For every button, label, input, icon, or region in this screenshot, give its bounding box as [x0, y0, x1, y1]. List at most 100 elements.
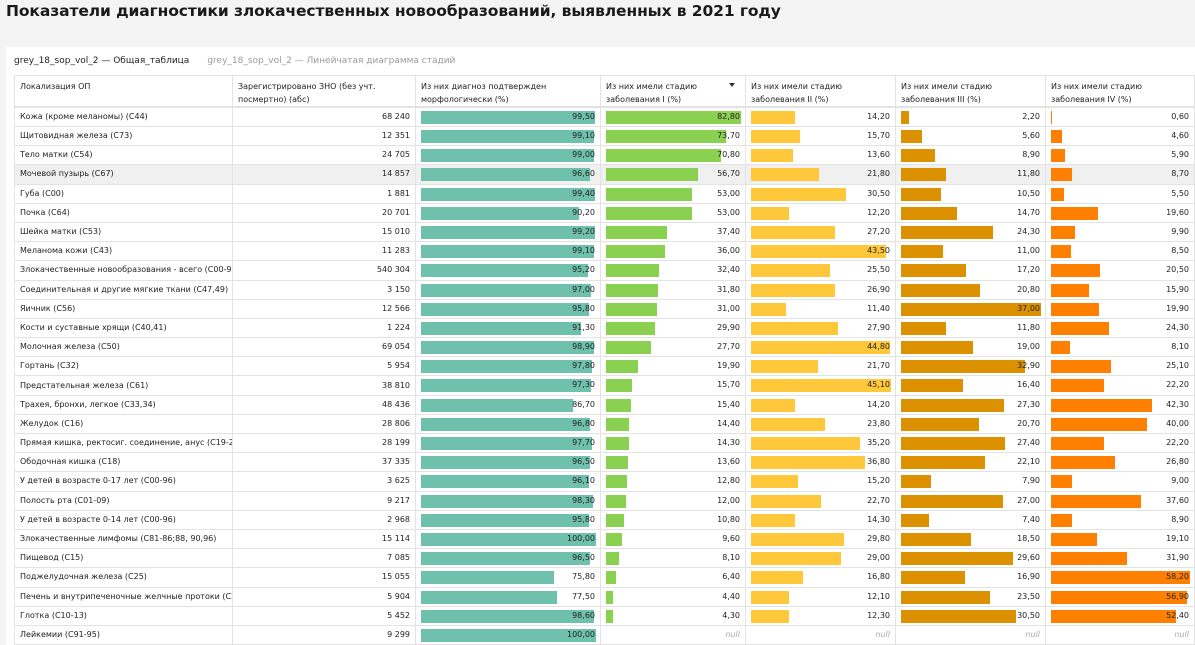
cell-stage-3: 14,70 [895, 202, 1046, 223]
bar-stage-4 [1051, 168, 1072, 182]
table-row[interactable]: Мочевой пузырь (С67) 14 857 96,60 56,70 21,8… [14, 164, 1195, 185]
data-table: Локализация ОП Зарегистрировано ЗНО (без… [14, 75, 1195, 645]
cell-morphology: 95,80 [415, 298, 601, 319]
column-header-stage-2[interactable]: Из них имели стадию заболевания II (%) [745, 75, 896, 108]
column-header-stage-1[interactable]: Из них имели стадию заболевания I (%) [600, 75, 746, 108]
table-row[interactable]: Шейка матки (С53) 15 010 99,20 37,40 27,20 24… [14, 221, 1195, 243]
table-row[interactable]: Злокачественные новообразования - всего … [14, 260, 1195, 281]
cell-registered: 2 968 [232, 509, 416, 530]
column-header-stage-4[interactable]: Из них имели стадию заболевания IV (%) [1045, 75, 1195, 108]
table-row[interactable]: Яичник (С56) 12 566 95,80 31,00 11,40 37,00 19… [14, 298, 1195, 319]
bar-value: 26,90 [867, 284, 890, 294]
bar-value: 53,00 [717, 207, 740, 217]
bar-value: 23,50 [1017, 591, 1040, 601]
cell-morphology: 96,60 [415, 164, 601, 185]
cell-stage-4: 19,10 [1045, 528, 1195, 550]
table-row[interactable]: Прямая кишка, ректосиг. соединение, анус… [14, 432, 1195, 454]
bar-value: 100,00 [567, 533, 595, 543]
column-header-stage-3[interactable]: Из них имели стадию заболевания III (%) [895, 75, 1046, 108]
table-row[interactable]: Меланома кожи (С43) 11 283 99,10 36,00 43,50… [14, 241, 1195, 262]
bar-stage-3 [901, 245, 943, 259]
bar-value: 12,20 [867, 207, 890, 217]
bar-value: 14,70 [1017, 207, 1040, 217]
cell-location: Меланома кожи (С43) [14, 241, 233, 262]
cell-stage-3: 16,90 [895, 567, 1046, 588]
table-row[interactable]: Щитовидная железа (С73) 12 351 99,10 73,70 1… [14, 125, 1195, 147]
cell-stage-1: 19,90 [600, 356, 746, 377]
bar-morphology [421, 206, 579, 220]
cell-stage-1: 4,40 [600, 586, 746, 607]
bar-stage-3 [901, 590, 990, 604]
table-row[interactable]: Печень и внутрипеченочные желчные проток… [14, 586, 1195, 607]
bar-morphology [421, 225, 595, 239]
cell-morphology: 97,80 [415, 356, 601, 377]
bar-stage-1 [606, 264, 659, 278]
table-row[interactable]: Гортань (С32) 5 954 97,80 19,90 21,70 32,90 25… [14, 356, 1195, 377]
bar-stage-1 [606, 552, 620, 566]
cell-stage-4: 8,10 [1045, 337, 1195, 358]
bar-stage-3 [901, 417, 980, 431]
bar-stage-2 [751, 417, 825, 431]
bar-value: 91,30 [572, 322, 595, 332]
table-row[interactable]: Предстательная железа (С61) 38 810 97,30 15… [14, 375, 1195, 396]
null-value: null [1025, 629, 1040, 639]
column-header-morphology[interactable]: Из них диагноз подтвержден морфологическ… [415, 75, 601, 108]
table-row[interactable]: Соединительная и другие мягкие ткани (С4… [14, 279, 1195, 300]
bar-value: 30,50 [1017, 610, 1040, 620]
table-row[interactable]: Желудок (С16) 28 806 96,80 14,40 23,80 20,70 4… [14, 413, 1195, 435]
cell-stage-2: 15,70 [745, 125, 896, 147]
cell-stage-1: 4,30 [600, 605, 746, 626]
bar-value: 19,10 [1166, 533, 1189, 543]
bar-value: 7,40 [1022, 514, 1040, 524]
table-row[interactable]: Кости и суставные хрящи (С40,41) 1 224 91,… [14, 317, 1195, 339]
cell-stage-2: 14,30 [745, 509, 896, 530]
cell-morphology: 97,30 [415, 375, 601, 396]
bar-value: 97,30 [572, 380, 595, 390]
bar-stage-1 [606, 187, 693, 201]
table-row[interactable]: Губа (С00) 1 881 99,40 53,00 30,50 10,50 5,50 [14, 183, 1195, 204]
bar-stage-3 [901, 437, 1005, 450]
bar-stage-3 [901, 475, 931, 489]
tab-stage-bar-chart[interactable]: grey_18_sop_vol_2 — Линейчатая диаграмма… [207, 56, 456, 66]
table-row[interactable]: Поджелудочная железа (С25) 15 055 75,80 6,4… [14, 567, 1195, 588]
bar-value: 26,80 [1166, 457, 1189, 467]
table-row[interactable]: Глотка (С10-13) 5 452 98,60 4,30 12,30 30,50 5… [14, 605, 1195, 626]
cell-location: Печень и внутрипеченочные желчные проток… [14, 586, 233, 607]
table-row[interactable]: Кожа (кроме меланомы) (С44) 68 240 99,50 82… [14, 106, 1195, 127]
table-row[interactable]: Злокачественные лимфомы (С81-86;88, 90,9… [14, 528, 1195, 550]
bar-stage-3 [901, 571, 965, 585]
table-row[interactable]: Тело матки (С54) 24 705 99,00 70,80 13,60 8,9… [14, 145, 1195, 166]
widget-panel: grey_18_sop_vol_2 — Общая_таблица grey_1… [6, 47, 1195, 645]
tab-general-table[interactable]: grey_18_sop_vol_2 — Общая_таблица [14, 56, 190, 66]
column-header-location[interactable]: Локализация ОП [14, 75, 233, 108]
bar-stage-2 [751, 437, 861, 450]
bar-stage-3 [901, 264, 967, 278]
table-row[interactable]: Молочная железа (С50) 69 054 98,90 27,70 44,… [14, 337, 1195, 358]
cell-morphology: 95,80 [415, 509, 601, 530]
sort-desc-icon[interactable] [729, 83, 735, 87]
cell-stage-2: 21,70 [745, 356, 896, 377]
table-row[interactable]: Почка (С64) 20 701 90,20 53,00 12,20 14,70 19,… [14, 202, 1195, 223]
bar-morphology [421, 437, 592, 450]
cell-morphology: 99,10 [415, 241, 601, 262]
bar-morphology [421, 552, 590, 566]
bar-stage-2 [751, 187, 846, 201]
table-row[interactable]: У детей в возрасте 0-17 лет (С00-96) 3 62… [14, 471, 1195, 492]
table-row[interactable]: Трахея, бронхи, легкое (С33,34) 48 436 86,… [14, 394, 1195, 415]
table-row[interactable]: Лейкемии (С91-95) 9 299 100,00 null null null… [14, 624, 1195, 645]
table-row[interactable]: Ободочная кишка (С18) 37 335 96,50 13,60 36,… [14, 452, 1195, 473]
cell-stage-1: 31,00 [600, 298, 746, 319]
bar-morphology [421, 168, 591, 182]
cell-stage-4: 8,90 [1045, 509, 1195, 530]
table-row[interactable]: У детей в возрасте 0-14 лет (С00-96) 2 96… [14, 509, 1195, 530]
column-header-registered[interactable]: Зарегистрировано ЗНО (без учт. посмертно… [232, 75, 416, 108]
table-row[interactable]: Полость рта (С01-09) 9 217 98,30 12,00 22,70… [14, 490, 1195, 511]
bar-morphology [421, 417, 591, 431]
bar-value: 12,10 [867, 591, 890, 601]
bar-value: 5,60 [1022, 131, 1040, 140]
bar-stage-3 [901, 283, 980, 297]
bar-stage-3 [901, 609, 1017, 623]
bar-value: 12,80 [717, 476, 740, 486]
bar-value: 56,90 [1166, 591, 1189, 601]
table-row[interactable]: Пищевод (С15) 7 085 96,50 8,10 29,00 29,60 31,… [14, 548, 1195, 569]
